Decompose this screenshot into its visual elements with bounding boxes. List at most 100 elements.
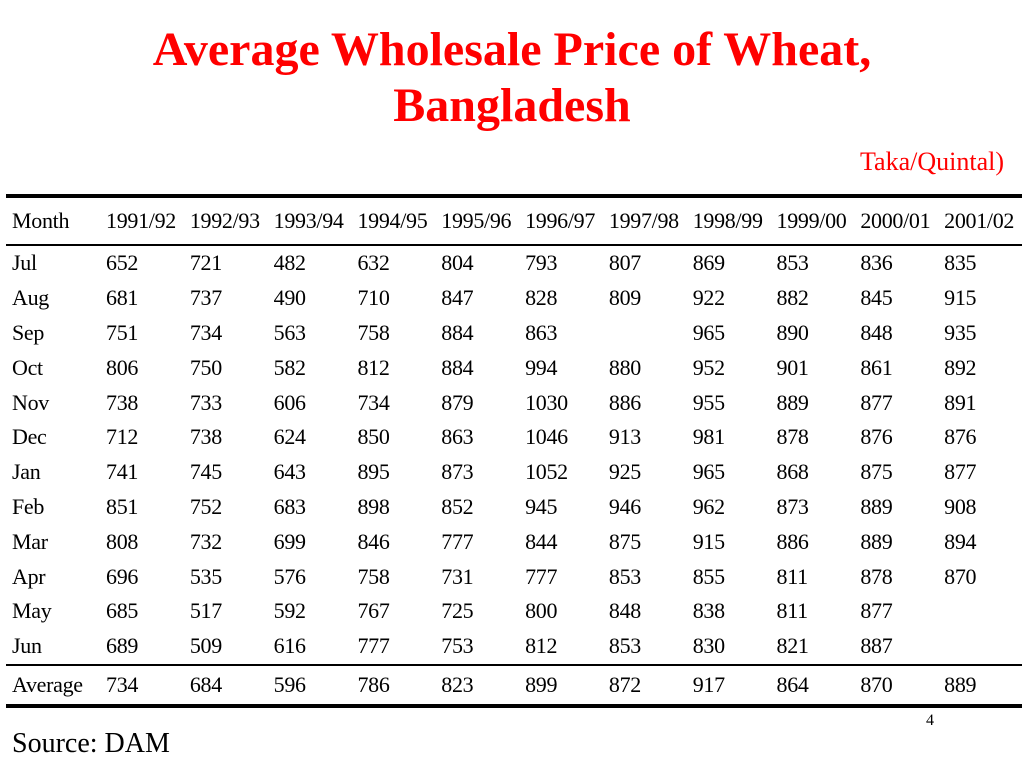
table-cell: 887: [860, 633, 893, 659]
row-label-cell: Jul: [12, 250, 37, 276]
table-cell: 632: [357, 250, 390, 276]
table-cell: 745: [189, 459, 222, 485]
price-table: Month 1991/92 1992/93 1993/94 1994/95 1995/96…: [6, 194, 1022, 708]
table-header-row: Month 1991/92 1992/93 1993/94 1994/95 1995/96…: [6, 196, 1022, 245]
table-cell: 806: [106, 354, 139, 380]
table-cell: 955: [692, 389, 725, 415]
table-cell: 850: [357, 424, 390, 450]
table-cell: 868: [776, 459, 809, 485]
table-row: Jul 652 721 482 632 804 793 807 869 853 836 835: [6, 245, 1022, 281]
title-line-1: Average Wholesale Price of Wheat,: [152, 23, 872, 76]
table-cell: 777: [357, 633, 390, 659]
row-label-cell: Aug: [12, 285, 49, 311]
table-cell: 935: [944, 319, 977, 345]
table-cell: 592: [273, 598, 306, 624]
table-cell: 877: [944, 459, 977, 485]
table-row: Apr 696 535 576 758 731 777 853 855 811 878 870: [6, 559, 1022, 594]
table-row: Sep 751 734 563 758 884 863 965 890 848 935: [6, 316, 1022, 351]
table-cell: 886: [776, 528, 809, 554]
table-cell: 899: [525, 671, 558, 697]
table-cell: 786: [357, 671, 390, 697]
table-cell: 721: [189, 250, 222, 276]
table-cell: 710: [357, 285, 390, 311]
table-cell: 2001/02: [944, 208, 1015, 233]
table-cell: 1992/93: [189, 208, 260, 233]
table-cell: 1991/92: [106, 208, 177, 233]
table-cell: 994: [525, 354, 558, 380]
table-cell: 734: [357, 389, 390, 415]
table-cell: 737: [189, 285, 222, 311]
table-cell: 732: [189, 528, 222, 554]
table-cell: 582: [273, 354, 306, 380]
table-cell: 875: [860, 459, 893, 485]
table-cell: 913: [608, 424, 641, 450]
table-cell: 738: [189, 424, 222, 450]
table-cell: 812: [525, 633, 558, 659]
table-cell: 684: [189, 671, 222, 697]
table-cell: 804: [441, 250, 474, 276]
table-cell: 915: [944, 285, 977, 311]
table-cell: 823: [441, 671, 474, 697]
table-row: Aug 681 737 490 710 847 828 809 922 882 845 915: [6, 281, 1022, 316]
table-cell: 681: [106, 285, 139, 311]
price-table-container: Month 1991/92 1992/93 1993/94 1994/95 1995/96…: [6, 194, 1022, 708]
table-cell: 870: [860, 671, 893, 697]
table-cell: 876: [944, 424, 977, 450]
table-cell: 873: [776, 493, 809, 519]
table-cell: 712: [106, 424, 139, 450]
table-cell: 699: [273, 528, 306, 554]
row-label-cell: Apr: [12, 563, 46, 589]
table-cell: 2000/01: [860, 208, 931, 233]
table-cell: 877: [860, 598, 893, 624]
table-cell: 835: [944, 250, 977, 276]
table-cell: 869: [692, 250, 725, 276]
row-label-cell: Jan: [12, 459, 41, 485]
table-row: Oct 806 750 582 812 884 994 880 952 901 861 892: [6, 350, 1022, 385]
table-cell: 809: [608, 285, 641, 311]
table-cell: 917: [692, 671, 725, 697]
row-label-cell: Month: [12, 208, 70, 233]
table-cell: 965: [692, 459, 725, 485]
table-cell: 606: [273, 389, 306, 415]
table-row: Nov 738 733 606 734 879 1030 886 955 889 877 891: [6, 385, 1022, 420]
table-cell: 807: [608, 250, 641, 276]
unit-label: Taka/Quintal): [859, 147, 1004, 176]
table-cell: 685: [106, 598, 139, 624]
table-cell: 741: [106, 459, 139, 485]
table-cell: 895: [357, 459, 390, 485]
table-cell: 1996/97: [525, 208, 596, 233]
row-label-cell: Feb: [12, 493, 45, 519]
table-cell: 752: [189, 493, 222, 519]
table-cell: 855: [692, 563, 725, 589]
table-cell: 877: [860, 389, 893, 415]
table-cell: 733: [189, 389, 222, 415]
table-cell: 828: [525, 285, 558, 311]
table-cell: 689: [106, 633, 139, 659]
table-cell: 535: [189, 563, 222, 589]
table-cell: 898: [357, 493, 390, 519]
table-cell: 981: [692, 424, 725, 450]
table-cell: 482: [273, 250, 306, 276]
table-cell: 838: [692, 598, 725, 624]
table-cell: 853: [776, 250, 809, 276]
table-cell: 738: [106, 389, 139, 415]
table-row: Jun 689 509 616 777 753 812 853 830 821 887: [6, 629, 1022, 665]
table-cell: 844: [525, 528, 558, 554]
table-cell: 725: [441, 598, 474, 624]
table-cell: 758: [357, 319, 390, 345]
table-cell: 1030: [525, 389, 568, 415]
page-title: Average Wholesale Price of Wheat, Bangla…: [0, 22, 1024, 134]
row-label-cell: Mar: [12, 528, 48, 554]
table-cell: 596: [273, 671, 306, 697]
table-cell: 863: [441, 424, 474, 450]
table-cell: 879: [441, 389, 474, 415]
row-label-cell: Jun: [12, 633, 42, 659]
table-cell: 863: [525, 319, 558, 345]
table-cell: 812: [357, 354, 390, 380]
table-cell: 1993/94: [273, 208, 344, 233]
table-cell: 890: [776, 319, 809, 345]
table-cell: 873: [441, 459, 474, 485]
table-cell: 734: [106, 671, 139, 697]
table-cell: 962: [692, 493, 725, 519]
table-cell: 734: [189, 319, 222, 345]
